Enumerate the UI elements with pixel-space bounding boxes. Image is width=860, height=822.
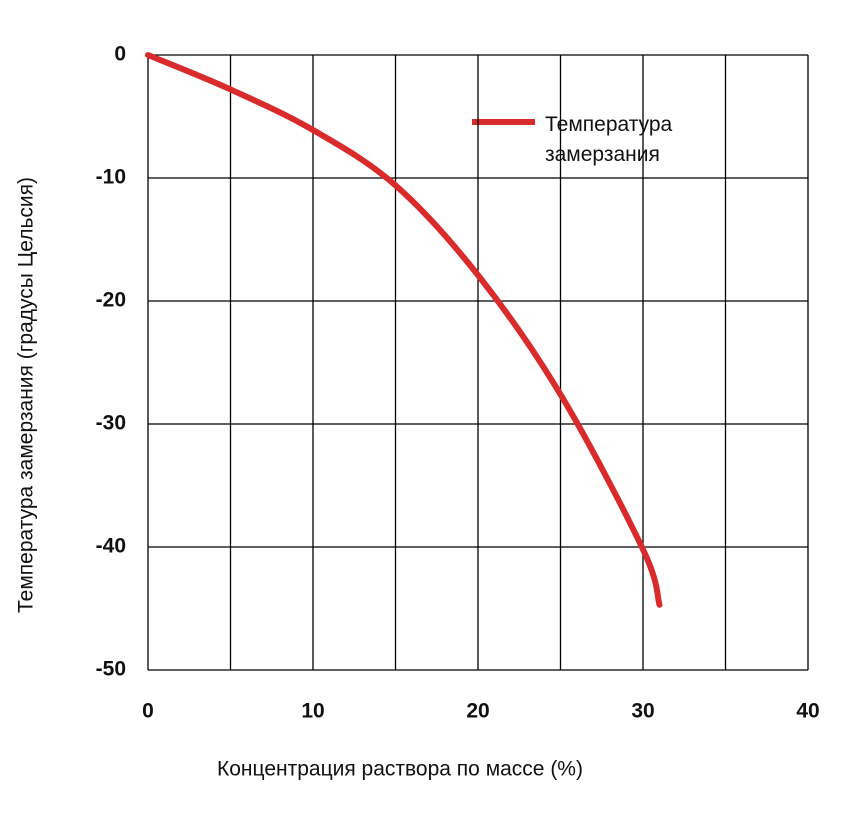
y-tick-label: -40 bbox=[96, 535, 126, 558]
x-axis-label: Концентрация раствора по массе (%) bbox=[217, 758, 583, 781]
y-tick-label: -10 bbox=[96, 166, 126, 189]
y-tick-label: -30 bbox=[96, 412, 126, 435]
y-tick-label: -50 bbox=[96, 658, 126, 681]
x-tick-label: 0 bbox=[142, 700, 154, 723]
x-tick-label: 20 bbox=[466, 700, 489, 723]
y-axis-label: Температура замерзания (градусы Цельсия) bbox=[15, 177, 38, 613]
legend-label: Температура замерзания bbox=[545, 113, 673, 166]
y-tick-label: -20 bbox=[96, 289, 126, 312]
x-tick-label: 40 bbox=[796, 700, 819, 723]
x-tick-label: 30 bbox=[631, 700, 654, 723]
x-tick-label: 10 bbox=[301, 700, 324, 723]
line-series bbox=[145, 52, 663, 608]
y-tick-label: 0 bbox=[114, 43, 126, 66]
